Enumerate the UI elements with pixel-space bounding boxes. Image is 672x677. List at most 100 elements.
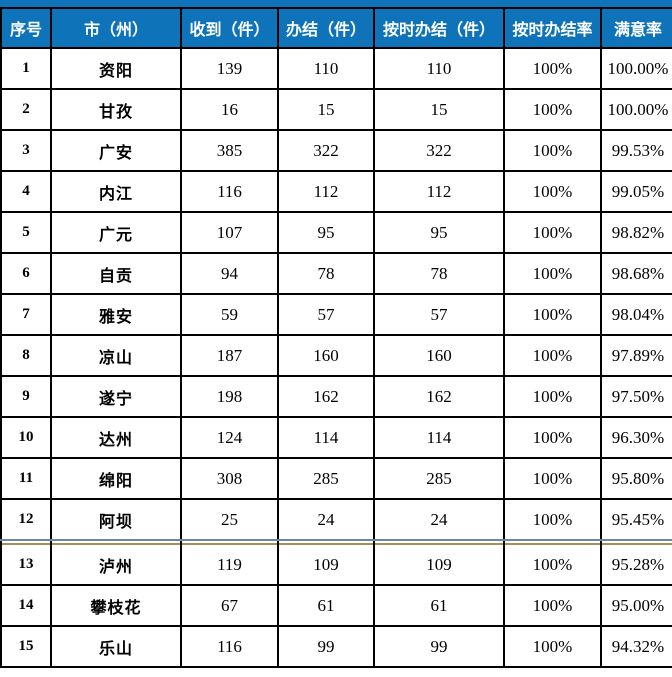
cell-received: 124 — [180, 416, 279, 459]
table-body: 1 资阳 139 110 110 100% 100.00% 2 甘孜 16 15 15 100% 100.… — [0, 47, 672, 668]
cell-received: 94 — [180, 252, 279, 295]
table-row: 14 攀枝花 67 61 61 100% 95.00% — [0, 584, 672, 627]
cell-no: 6 — [0, 252, 52, 295]
cell-on_time: 61 — [373, 584, 505, 627]
cell-no: 4 — [0, 170, 52, 213]
cell-city: 资阳 — [50, 47, 182, 90]
cell-satisfaction: 100.00% — [600, 88, 672, 131]
cell-satisfaction: 96.30% — [600, 416, 672, 459]
cell-on_time_rate: 100% — [503, 498, 602, 541]
cell-city: 内江 — [50, 170, 182, 213]
table-row: 4 内江 116 112 112 100% 99.05% — [0, 170, 672, 213]
cell-on_time: 160 — [373, 334, 505, 377]
cell-satisfaction: 95.28% — [600, 543, 672, 586]
divider-cell — [373, 540, 505, 544]
cell-received: 59 — [180, 293, 279, 336]
cell-no: 3 — [0, 129, 52, 172]
cell-received: 16 — [180, 88, 279, 131]
table-row: 6 自贡 94 78 78 100% 98.68% — [0, 252, 672, 295]
table-row: 8 凉山 187 160 160 100% 97.89% — [0, 334, 672, 377]
cell-received: 198 — [180, 375, 279, 418]
cell-city: 雅安 — [50, 293, 182, 336]
cell-completed: 160 — [277, 334, 375, 377]
table-row: 10 达州 124 114 114 100% 96.30% — [0, 416, 672, 459]
cell-on_time: 99 — [373, 625, 505, 668]
cell-completed: 110 — [277, 47, 375, 90]
cell-no: 9 — [0, 375, 52, 418]
table-row: 12 阿坝 25 24 24 100% 95.45% — [0, 498, 672, 541]
top-blue-strip — [0, 0, 672, 7]
cell-satisfaction: 98.68% — [600, 252, 672, 295]
cell-city: 凉山 — [50, 334, 182, 377]
cell-on_time_rate: 100% — [503, 170, 602, 213]
cell-satisfaction: 97.89% — [600, 334, 672, 377]
cell-city: 泸州 — [50, 543, 182, 586]
cell-on_time: 112 — [373, 170, 505, 213]
cell-on_time: 57 — [373, 293, 505, 336]
table-row: 5 广元 107 95 95 100% 98.82% — [0, 211, 672, 254]
divider-cell — [600, 540, 672, 544]
cell-satisfaction: 97.50% — [600, 375, 672, 418]
column-header-no: 序号 — [0, 7, 52, 49]
column-header-on_time_rate: 按时办结率 — [503, 7, 602, 49]
cell-on_time_rate: 100% — [503, 416, 602, 459]
cell-city: 自贡 — [50, 252, 182, 295]
cell-received: 107 — [180, 211, 279, 254]
cell-satisfaction: 98.82% — [600, 211, 672, 254]
table-row: 3 广安 385 322 322 100% 99.53% — [0, 129, 672, 172]
cell-completed: 15 — [277, 88, 375, 131]
cell-completed: 322 — [277, 129, 375, 172]
cell-completed: 57 — [277, 293, 375, 336]
cell-satisfaction: 95.80% — [600, 457, 672, 500]
cell-satisfaction: 95.00% — [600, 584, 672, 627]
cell-completed: 114 — [277, 416, 375, 459]
cell-on_time: 78 — [373, 252, 505, 295]
cell-on_time_rate: 100% — [503, 334, 602, 377]
table-row: 15 乐山 116 99 99 100% 94.32% — [0, 625, 672, 668]
cell-received: 308 — [180, 457, 279, 500]
cell-city: 遂宁 — [50, 375, 182, 418]
cell-no: 13 — [0, 543, 52, 586]
table-row: 1 资阳 139 110 110 100% 100.00% — [0, 47, 672, 90]
column-header-on_time: 按时办结（件） — [373, 7, 505, 49]
page-break-divider — [0, 540, 672, 544]
cell-on_time: 162 — [373, 375, 505, 418]
cell-city: 攀枝花 — [50, 584, 182, 627]
cell-no: 5 — [0, 211, 52, 254]
cell-completed: 78 — [277, 252, 375, 295]
table-row: 2 甘孜 16 15 15 100% 100.00% — [0, 88, 672, 131]
cell-no: 7 — [0, 293, 52, 336]
cell-on_time: 15 — [373, 88, 505, 131]
table-row: 13 泸州 119 109 109 100% 95.28% — [0, 543, 672, 586]
cell-on_time_rate: 100% — [503, 47, 602, 90]
cell-city: 绵阳 — [50, 457, 182, 500]
cell-no: 11 — [0, 457, 52, 500]
table-row: 9 遂宁 198 162 162 100% 97.50% — [0, 375, 672, 418]
header-row: 序号 市（州） 收到（件） 办结（件） 按时办结（件） 按时办结率 满意率 — [0, 7, 672, 49]
cell-satisfaction: 94.32% — [600, 625, 672, 668]
cell-no: 1 — [0, 47, 52, 90]
column-header-received: 收到（件） — [180, 7, 279, 49]
cell-on_time: 24 — [373, 498, 505, 541]
cell-on_time: 114 — [373, 416, 505, 459]
cell-on_time: 95 — [373, 211, 505, 254]
cell-completed: 109 — [277, 543, 375, 586]
cell-received: 25 — [180, 498, 279, 541]
cell-satisfaction: 99.05% — [600, 170, 672, 213]
cell-received: 67 — [180, 584, 279, 627]
cell-received: 385 — [180, 129, 279, 172]
cell-on_time_rate: 100% — [503, 129, 602, 172]
cell-no: 15 — [0, 625, 52, 668]
column-header-city: 市（州） — [50, 7, 182, 49]
cell-satisfaction: 95.45% — [600, 498, 672, 541]
cell-received: 116 — [180, 170, 279, 213]
cell-on_time: 110 — [373, 47, 505, 90]
divider-cell — [277, 540, 375, 544]
cell-completed: 95 — [277, 211, 375, 254]
column-header-completed: 办结（件） — [277, 7, 375, 49]
cell-city: 达州 — [50, 416, 182, 459]
table-row: 7 雅安 59 57 57 100% 98.04% — [0, 293, 672, 336]
city-stats-table: 序号 市（州） 收到（件） 办结（件） 按时办结（件） 按时办结率 满意率 1 资阳 139 11… — [0, 7, 672, 668]
cell-satisfaction: 99.53% — [600, 129, 672, 172]
cell-completed: 112 — [277, 170, 375, 213]
